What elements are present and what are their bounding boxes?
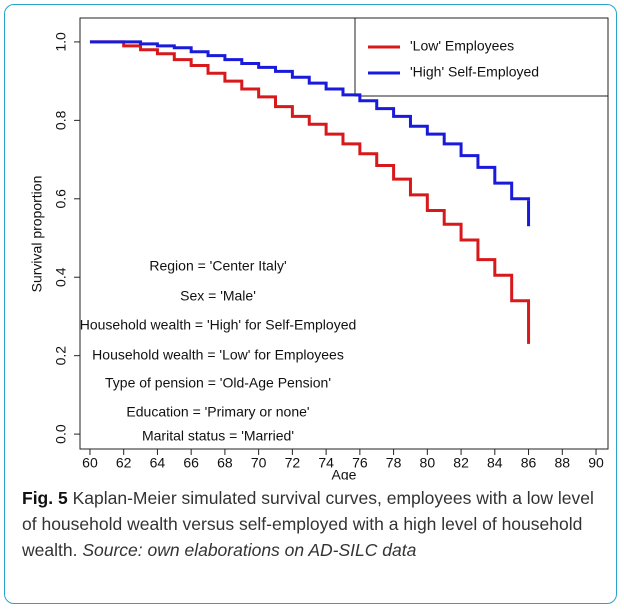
x-tick-label: 84 bbox=[487, 455, 503, 471]
annotation: Region = 'Center Italy' bbox=[149, 258, 286, 274]
chart: Age Survival proportion 60 62 64 66 68 70 72 74… bbox=[29, 17, 609, 480]
x-tick-label: 82 bbox=[453, 455, 469, 471]
x-tick-label: 88 bbox=[554, 455, 570, 471]
x-tick-label: 86 bbox=[521, 455, 537, 471]
annotation: Household wealth = 'High' for Self-Emplo… bbox=[80, 317, 357, 333]
y-axis-label: Survival proportion bbox=[29, 176, 45, 293]
x-tick-label: 66 bbox=[183, 455, 199, 471]
legend-box bbox=[354, 17, 609, 97]
x-tick-label: 72 bbox=[285, 455, 301, 471]
caption-source: Source: own elaborations on AD-SILC data bbox=[82, 540, 417, 560]
x-tick-label: 78 bbox=[386, 455, 402, 471]
x-tick-label: 60 bbox=[82, 455, 98, 471]
x-tick-label: 70 bbox=[251, 455, 267, 471]
x-tick-label: 76 bbox=[352, 455, 368, 471]
y-tick-label: 0.8 bbox=[53, 110, 69, 130]
x-tick-label: 64 bbox=[150, 455, 166, 471]
legend-label: 'High' Self-Employed bbox=[410, 64, 539, 80]
x-tick-label: 80 bbox=[420, 455, 436, 471]
survival-curve bbox=[89, 40, 531, 317]
x-axis-label: Age bbox=[332, 467, 357, 480]
legend-label: 'Low' Employees bbox=[410, 38, 514, 54]
survival-curve bbox=[89, 40, 531, 201]
caption-label: Fig. 5 bbox=[22, 488, 68, 508]
y-tick-label: 0.4 bbox=[53, 267, 69, 287]
x-tick-label: 74 bbox=[318, 455, 334, 471]
x-tick-label: 68 bbox=[217, 455, 233, 471]
x-tick-label: 90 bbox=[588, 455, 604, 471]
y-tick-label: 1.0 bbox=[53, 32, 69, 52]
caption-text: Kaplan-Meier simulated survival curves, … bbox=[22, 488, 594, 560]
annotation: Household wealth = 'Low' for Employees bbox=[92, 347, 344, 363]
annotation: Sex = 'Male' bbox=[180, 288, 256, 304]
annotation: Education = 'Primary or none' bbox=[126, 404, 309, 420]
annotation: Marital status = 'Married' bbox=[142, 428, 294, 444]
annotation: Type of pension = 'Old-Age Pension' bbox=[105, 375, 331, 391]
figure-frame bbox=[4, 4, 617, 604]
y-tick-label: 0.2 bbox=[53, 346, 69, 366]
caption: Fig. 5 Kaplan-Meier simulated survival c… bbox=[22, 485, 612, 563]
plot-frame bbox=[79, 17, 609, 450]
x-tick-label: 62 bbox=[116, 455, 132, 471]
y-tick-label: 0.6 bbox=[53, 189, 69, 209]
y-tick-label: 0.0 bbox=[53, 424, 69, 444]
